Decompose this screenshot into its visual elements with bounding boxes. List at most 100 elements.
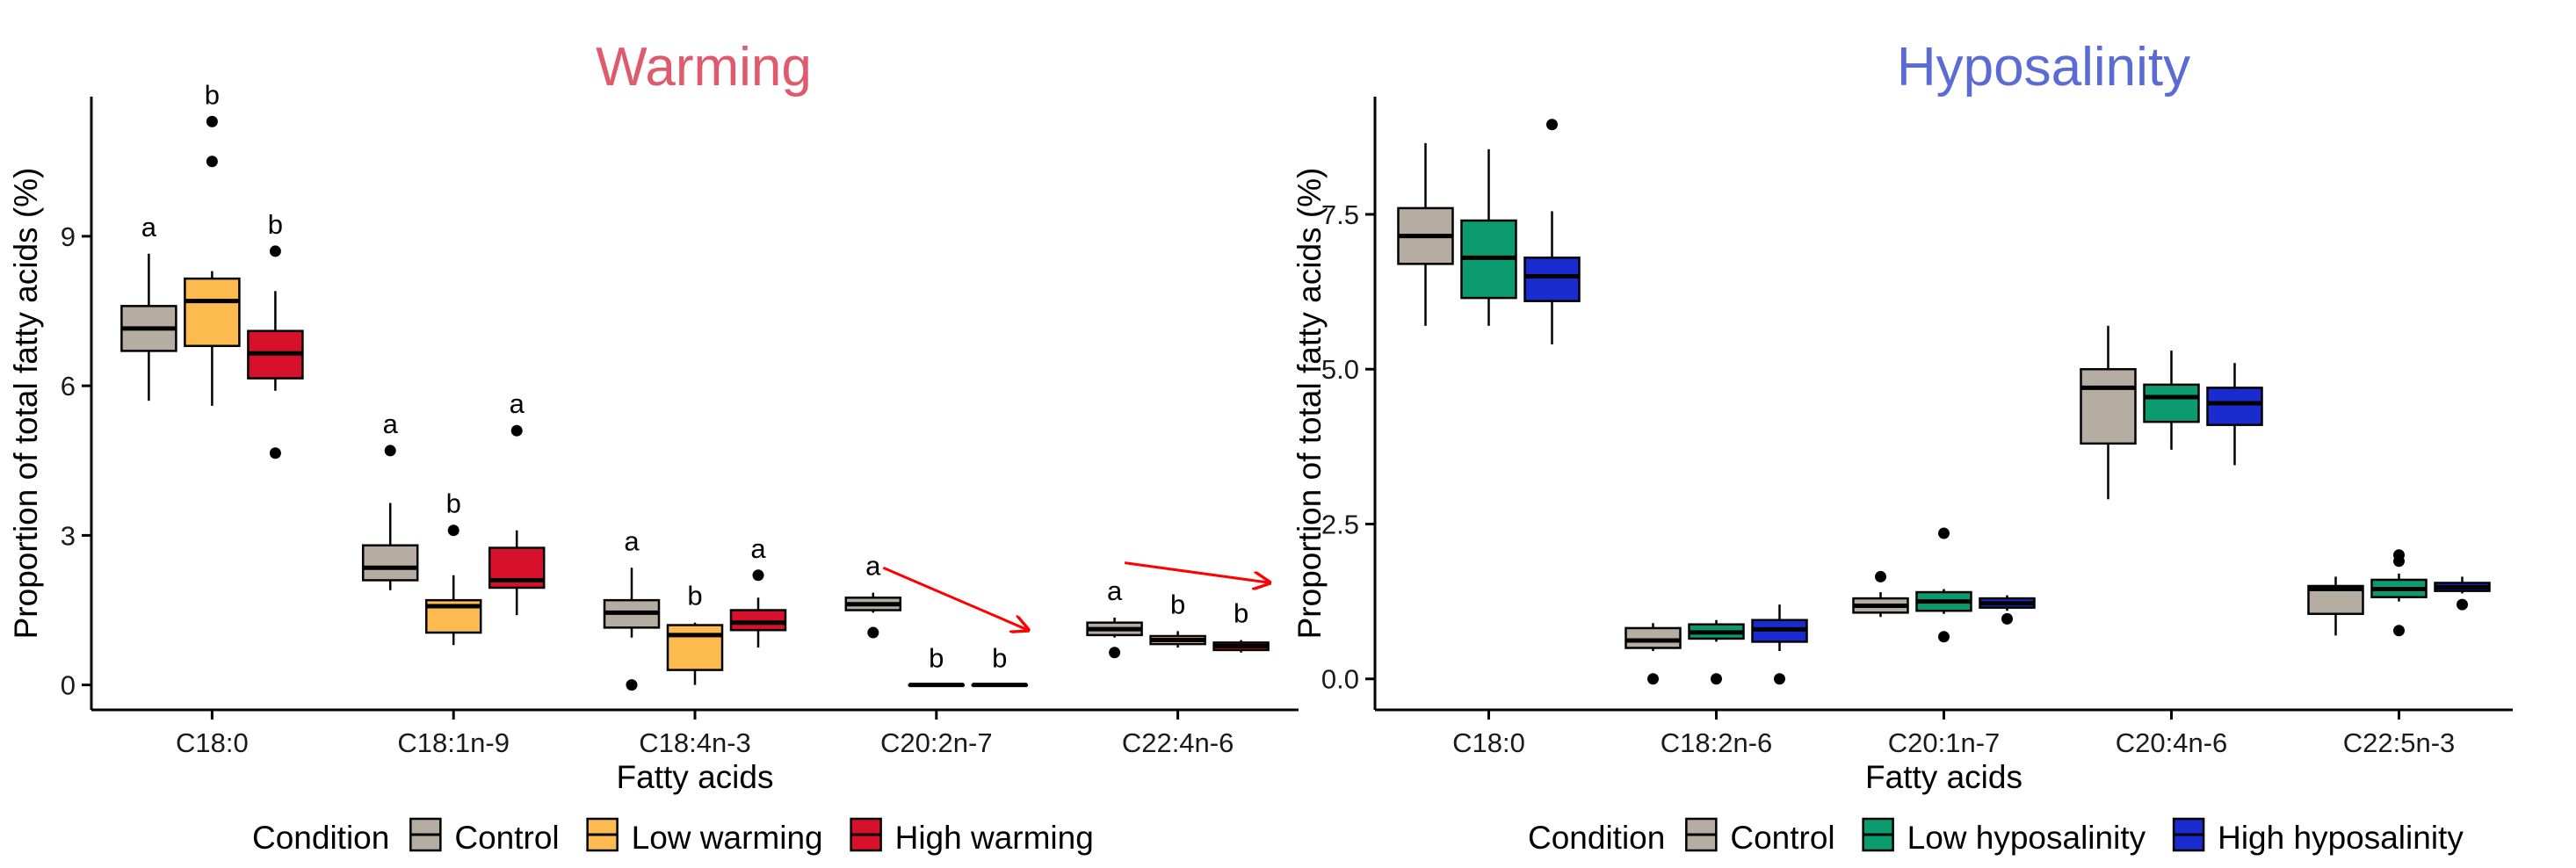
box-0-1: a bbox=[361, 409, 419, 590]
box-2-2: a bbox=[729, 533, 787, 648]
legend-key: High warming bbox=[850, 817, 1094, 856]
legend-label: High hyposalinity bbox=[2218, 820, 2464, 856]
significance-letter: b bbox=[268, 209, 283, 240]
box-0-3: a bbox=[844, 551, 902, 639]
box-0-2: a bbox=[603, 525, 661, 691]
outlier-point bbox=[1938, 631, 1950, 643]
legend-key: Low hyposalinity bbox=[1862, 817, 2146, 856]
outlier-point bbox=[1711, 673, 1722, 685]
box-body bbox=[361, 544, 419, 582]
significance-letter: a bbox=[750, 533, 766, 564]
legend-key: Control bbox=[409, 817, 560, 856]
outlier-point bbox=[2001, 612, 2013, 625]
legend-label: Control bbox=[454, 820, 559, 856]
significance-letter: b bbox=[1170, 589, 1185, 619]
x-tick-label: C20:1n-7 bbox=[1888, 727, 2001, 758]
box-2-0: b bbox=[247, 209, 304, 459]
box-body bbox=[2206, 387, 2263, 426]
significance-letter: b bbox=[446, 488, 461, 519]
significance-letter: b bbox=[1234, 598, 1248, 629]
box-0-0 bbox=[1397, 142, 1454, 326]
box-2-4 bbox=[2434, 576, 2491, 611]
box-body bbox=[729, 609, 787, 632]
box-0-2 bbox=[1852, 570, 1909, 618]
outlier-point bbox=[510, 424, 523, 437]
panel-title: Warming bbox=[596, 37, 812, 98]
legend: Condition Control Low warming High warming bbox=[252, 817, 1094, 856]
outlier-point bbox=[206, 156, 218, 168]
box-2-0 bbox=[1523, 119, 1581, 345]
box-0-0: a bbox=[120, 212, 177, 401]
outlier-point bbox=[752, 569, 764, 582]
box-0-1 bbox=[1624, 623, 1682, 685]
box-1-1: b bbox=[424, 488, 482, 646]
outlier-point bbox=[1774, 673, 1785, 685]
outlier-point bbox=[384, 445, 396, 457]
outlier-point bbox=[269, 245, 281, 257]
x-tick-label: C18:1n-9 bbox=[397, 727, 510, 758]
outlier-point bbox=[447, 524, 459, 537]
box-1-0: b bbox=[184, 79, 241, 406]
x-tick-label: C20:4n-6 bbox=[2116, 727, 2228, 758]
outlier-point bbox=[269, 447, 281, 459]
box-2-3: b bbox=[971, 643, 1029, 688]
x-tick-label: C20:2n-7 bbox=[880, 727, 993, 758]
box-2-1 bbox=[1751, 604, 1808, 685]
box-0-4 bbox=[2307, 576, 2364, 636]
chart-panel-hyposalinity: Hyposalinity 0.0 2.5 5.0 7.5 C18:0 C18:2n-6 C20… bbox=[1292, 37, 2513, 856]
legend: Condition Control Low hyposalinity High hyp… bbox=[1528, 817, 2464, 856]
legend-key: Low warming bbox=[586, 817, 823, 856]
box-0-4: a bbox=[1086, 575, 1143, 659]
box-body bbox=[2143, 383, 2200, 423]
box-1-4 bbox=[2370, 549, 2428, 637]
significance-letter: a bbox=[383, 409, 399, 439]
legend-label: Low warming bbox=[632, 820, 823, 856]
outlier-point bbox=[867, 626, 879, 639]
legend-label: High warming bbox=[895, 820, 1094, 856]
box-2-3 bbox=[2206, 363, 2263, 466]
x-axis-title: Fatty acids bbox=[617, 759, 774, 795]
y-tick-label: 0 bbox=[61, 670, 76, 701]
panel-title: Hyposalinity bbox=[1897, 37, 2190, 98]
outlier-point bbox=[1875, 570, 1886, 582]
x-tick-label: C22:5n-3 bbox=[2343, 727, 2456, 758]
box-2-2 bbox=[1979, 595, 2036, 625]
box-1-4: b bbox=[1149, 589, 1206, 648]
significance-letter: b bbox=[205, 79, 220, 110]
box-2-4: b bbox=[1212, 598, 1270, 653]
box-body bbox=[1523, 257, 1581, 302]
legend-label: Control bbox=[1730, 820, 1834, 856]
trend-arrow bbox=[1124, 561, 1270, 583]
box-2-1: a bbox=[488, 388, 546, 616]
box-0-3 bbox=[2080, 325, 2137, 500]
outlier-point bbox=[2393, 625, 2405, 637]
trend-arrow bbox=[882, 566, 1028, 630]
significance-letter: b bbox=[929, 643, 944, 674]
outlier-point bbox=[1546, 119, 1558, 131]
outlier-point bbox=[2393, 555, 2405, 568]
y-tick-label: 0.0 bbox=[1321, 664, 1359, 695]
y-tick-label: 7.5 bbox=[1321, 199, 1359, 230]
y-tick-label: 5.0 bbox=[1321, 354, 1359, 385]
x-tick-label: C18:0 bbox=[1452, 727, 1525, 758]
box-1-2 bbox=[1915, 527, 1972, 643]
x-tick-label: C18:0 bbox=[176, 727, 249, 758]
box-1-0 bbox=[1460, 148, 1517, 326]
y-axis-title: Proportion of total fatty acids (%) bbox=[8, 168, 44, 640]
x-tick-label: C18:2n-6 bbox=[1661, 727, 1773, 758]
outlier-point bbox=[1647, 673, 1659, 685]
significance-letter: a bbox=[624, 525, 640, 556]
box-body bbox=[2080, 367, 2137, 445]
x-tick-label: C22:4n-6 bbox=[1122, 727, 1234, 758]
outlier-point bbox=[1109, 647, 1121, 659]
legend-title: Condition bbox=[252, 820, 389, 856]
y-tick-label: 9 bbox=[61, 221, 76, 252]
box-1-3: b bbox=[908, 643, 966, 688]
box-body bbox=[184, 277, 241, 347]
y-tick-label: 6 bbox=[61, 371, 76, 401]
legend-label: Low hyposalinity bbox=[1907, 820, 2146, 856]
y-tick-label: 2.5 bbox=[1321, 509, 1359, 539]
significance-letter: a bbox=[510, 388, 525, 419]
box-1-1 bbox=[1688, 619, 1745, 685]
legend-key: High hyposalinity bbox=[2172, 817, 2464, 856]
